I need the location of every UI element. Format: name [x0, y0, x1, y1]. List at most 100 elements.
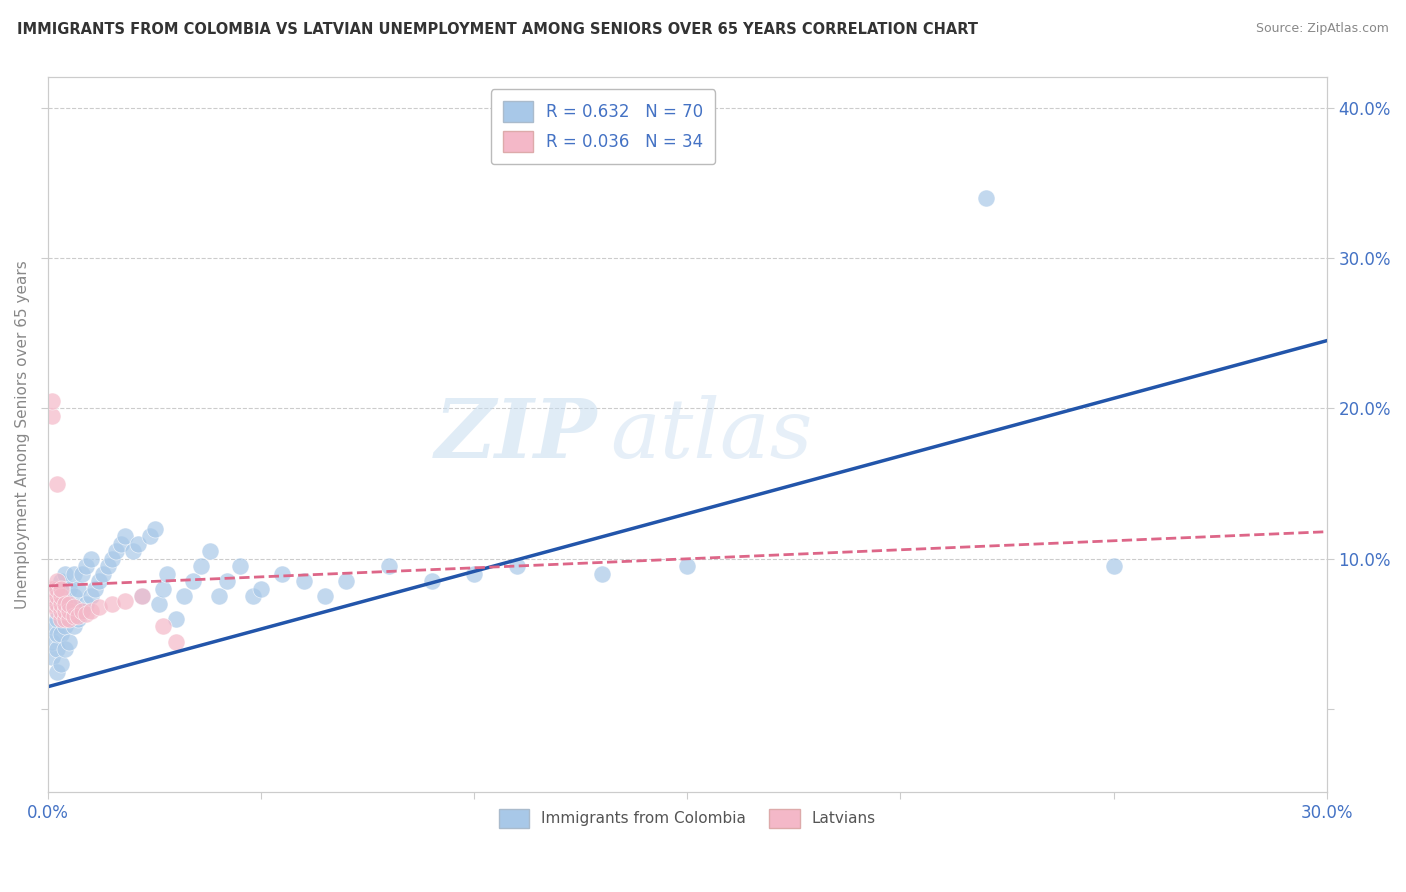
Point — [89, 599, 111, 614]
Point — [215, 574, 238, 589]
Point — [41, 634, 63, 648]
Y-axis label: Unemployment Among Seniors over 65 years: Unemployment Among Seniors over 65 years — [15, 260, 30, 609]
Point — [66, 582, 89, 596]
Point — [45, 604, 67, 618]
Point — [45, 476, 67, 491]
Point — [45, 627, 67, 641]
Point — [53, 604, 76, 618]
Point — [101, 597, 124, 611]
Point — [45, 612, 67, 626]
Point — [79, 604, 101, 618]
Point — [53, 619, 76, 633]
Point — [49, 627, 72, 641]
Point — [97, 559, 120, 574]
Point — [591, 566, 613, 581]
Point — [49, 582, 72, 596]
Point — [75, 597, 97, 611]
Point — [463, 566, 485, 581]
Point — [45, 597, 67, 611]
Point — [45, 574, 67, 589]
Point — [79, 551, 101, 566]
Point — [207, 590, 229, 604]
Point — [181, 574, 204, 589]
Point — [70, 566, 93, 581]
Point — [292, 574, 315, 589]
Point — [114, 594, 136, 608]
Point — [49, 604, 72, 618]
Point — [41, 590, 63, 604]
Point — [45, 665, 67, 679]
Point — [165, 612, 187, 626]
Point — [53, 566, 76, 581]
Point — [75, 559, 97, 574]
Point — [49, 597, 72, 611]
Point — [62, 599, 84, 614]
Point — [335, 574, 357, 589]
Point — [41, 619, 63, 633]
Point — [49, 590, 72, 604]
Point — [271, 566, 294, 581]
Point — [62, 609, 84, 624]
Point — [84, 582, 107, 596]
Point — [58, 597, 80, 611]
Point — [58, 582, 80, 596]
Point — [506, 559, 529, 574]
Point — [152, 582, 174, 596]
Point — [75, 607, 97, 622]
Point — [190, 559, 212, 574]
Point — [66, 609, 89, 624]
Legend: Immigrants from Colombia, Latvians: Immigrants from Colombia, Latvians — [492, 803, 882, 834]
Point — [131, 590, 153, 604]
Point — [242, 590, 264, 604]
Point — [676, 559, 699, 574]
Point — [41, 393, 63, 408]
Point — [62, 619, 84, 633]
Point — [58, 612, 80, 626]
Text: ZIP: ZIP — [436, 394, 598, 475]
Point — [45, 590, 67, 604]
Text: atlas: atlas — [610, 394, 813, 475]
Point — [139, 529, 162, 543]
Point — [70, 604, 93, 618]
Point — [45, 597, 67, 611]
Point — [58, 604, 80, 618]
Point — [66, 612, 89, 626]
Point — [974, 191, 997, 205]
Text: IMMIGRANTS FROM COLOMBIA VS LATVIAN UNEMPLOYMENT AMONG SENIORS OVER 65 YEARS COR: IMMIGRANTS FROM COLOMBIA VS LATVIAN UNEM… — [17, 22, 977, 37]
Point — [53, 597, 76, 611]
Point — [41, 649, 63, 664]
Point — [93, 566, 115, 581]
Point — [420, 574, 443, 589]
Point — [49, 612, 72, 626]
Point — [378, 559, 401, 574]
Point — [198, 544, 221, 558]
Point — [127, 537, 149, 551]
Point — [122, 544, 145, 558]
Point — [45, 582, 67, 596]
Point — [49, 590, 72, 604]
Point — [62, 566, 84, 581]
Point — [41, 582, 63, 596]
Text: Source: ZipAtlas.com: Source: ZipAtlas.com — [1256, 22, 1389, 36]
Point — [148, 597, 170, 611]
Point — [156, 566, 179, 581]
Point — [165, 634, 187, 648]
Point — [314, 590, 336, 604]
Point — [49, 657, 72, 672]
Point — [53, 597, 76, 611]
Point — [229, 559, 252, 574]
Point — [114, 529, 136, 543]
Point — [105, 544, 128, 558]
Point — [143, 522, 166, 536]
Point — [41, 409, 63, 423]
Point — [53, 612, 76, 626]
Point — [45, 642, 67, 657]
Point — [79, 590, 101, 604]
Point — [250, 582, 273, 596]
Point — [62, 590, 84, 604]
Point — [152, 619, 174, 633]
Point — [58, 604, 80, 618]
Point — [49, 604, 72, 618]
Point — [41, 597, 63, 611]
Point — [70, 604, 93, 618]
